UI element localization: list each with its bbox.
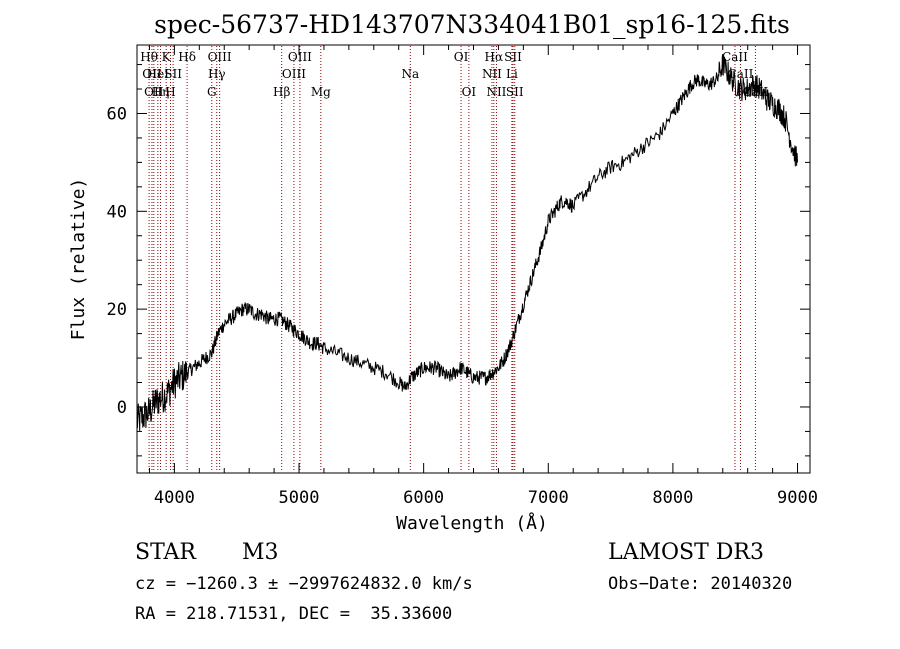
spectral-line-label: SII xyxy=(164,67,182,81)
spectral-line-label: OI xyxy=(454,50,469,64)
ra-dec: RA = 218.71531, DEC = 35.33600 xyxy=(135,604,453,624)
x-axis-ticks: 4000 5000 6000 7000 8000 9000 xyxy=(148,45,818,508)
spectral-line-label: H xyxy=(165,85,175,99)
obs-date: Obs−Date: 20140320 xyxy=(608,574,793,594)
spectral-line-label: HeI xyxy=(147,67,170,81)
x-axis-label: Wavelength (Å) xyxy=(396,512,548,534)
plot-frame xyxy=(136,44,811,474)
spectral-line-label: OII xyxy=(142,67,162,81)
spectral-line-label: NII xyxy=(482,67,502,81)
class-label: STAR xyxy=(135,540,196,565)
y-tick-label: 20 xyxy=(107,300,127,320)
subclass-label: M3 xyxy=(242,540,279,565)
spectral-line-label: CaII xyxy=(722,50,748,64)
spectral-line-label: OIII xyxy=(288,50,312,64)
spectral-line-label: Hα xyxy=(485,50,504,64)
spectral-line-label: NII xyxy=(486,85,506,99)
y-tick-label: 60 xyxy=(107,104,127,124)
spectral-line-label: G xyxy=(207,85,217,99)
spectral-line-label: Hγ xyxy=(208,67,226,81)
spectral-line-label: OIII xyxy=(282,67,306,81)
spectral-line-label: OI xyxy=(462,85,477,99)
y-tick-label: 40 xyxy=(107,202,127,222)
x-tick-label: 6000 xyxy=(403,488,444,508)
spectral-line-label: Na xyxy=(401,67,419,81)
x-tick-label: 7000 xyxy=(528,488,569,508)
spectral-line-label: OII xyxy=(144,85,164,99)
spectral-line-label: Mg xyxy=(311,85,331,99)
x-tick-label: 8000 xyxy=(652,488,693,508)
spectral-line-label: Hθ xyxy=(140,50,158,64)
x-tick-label: 4000 xyxy=(154,488,195,508)
spectral-line-label: Li xyxy=(506,67,518,81)
spectrum-line xyxy=(136,54,798,431)
spectral-line-label: Hη xyxy=(152,85,170,99)
survey-label: LAMOST DR3 xyxy=(608,540,764,565)
x-tick-label: 5000 xyxy=(279,488,320,508)
spectral-line-label: Hδ xyxy=(178,50,196,64)
spectral-line-labels: HθOIIOIIHeIHηKHSIIHδGHγOIIIHβOIIIOIIIMgN… xyxy=(140,50,768,99)
spectral-line-label: OIII xyxy=(208,50,232,64)
spectral-line-label: SII xyxy=(504,50,522,64)
x-tick-label: 9000 xyxy=(777,488,818,508)
y-tick-label: 0 xyxy=(117,398,127,418)
spectral-line-label: K xyxy=(162,50,172,64)
y-axis-ticks: 0 20 40 60 xyxy=(107,64,810,457)
spectral-line-label: SII xyxy=(506,85,524,99)
y-axis-label: Flux (relative) xyxy=(68,178,89,341)
spectral-line-markers xyxy=(148,46,756,472)
chart-title: spec-56737-HD143707N334041B01_sp16-125.f… xyxy=(154,10,790,39)
redshift-line: cz = −1260.3 ± −2997624832.0 km/s xyxy=(135,574,473,594)
spectral-line-label: Hβ xyxy=(273,85,290,99)
